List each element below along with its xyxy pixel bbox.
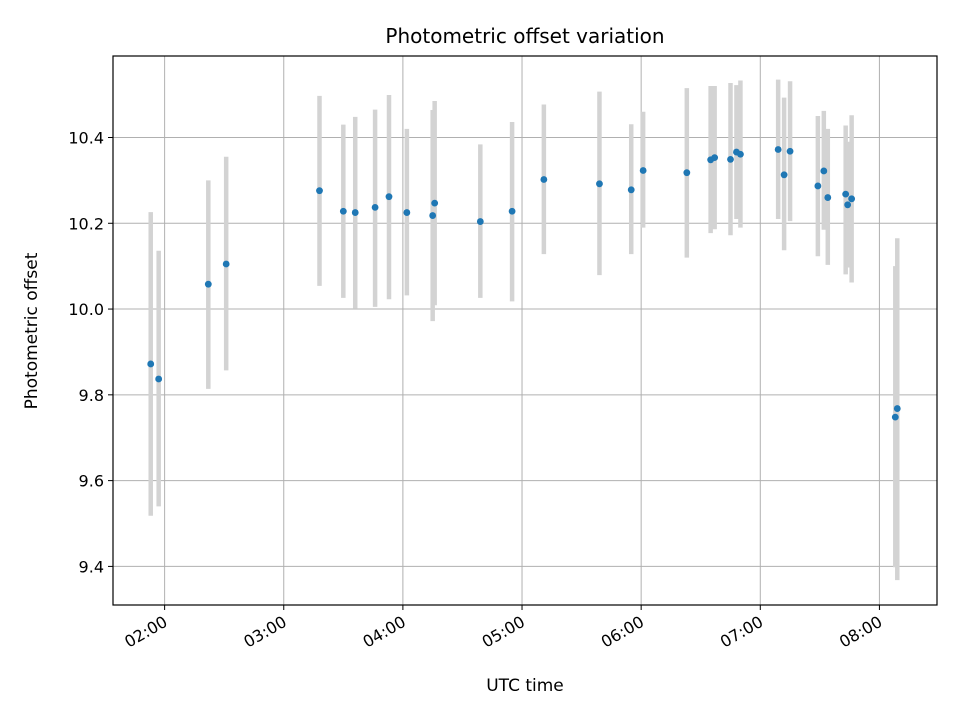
data-point <box>639 167 647 174</box>
y-axis-label: Photometric offset <box>22 252 42 409</box>
grid-lines <box>113 56 937 605</box>
data-point <box>683 169 691 177</box>
data-point <box>204 280 212 288</box>
chart-title: Photometric offset variation <box>385 24 664 48</box>
data-point <box>842 190 850 198</box>
data-point <box>429 212 437 219</box>
x-axis-label: UTC time <box>486 676 564 696</box>
data-point <box>371 204 379 211</box>
data-point <box>727 155 734 163</box>
data-point <box>786 147 794 155</box>
data-point <box>351 209 359 216</box>
data-point <box>540 176 548 183</box>
data-point <box>848 195 856 203</box>
data-point <box>476 218 484 225</box>
plot-frame <box>112 55 938 606</box>
data-point <box>820 167 828 175</box>
data-point <box>385 193 393 201</box>
data-point <box>737 150 744 158</box>
data-point <box>711 154 719 162</box>
data-point <box>431 199 439 207</box>
data-point <box>780 171 788 179</box>
data-point <box>627 186 635 194</box>
y-tick-label: 9.8 <box>79 386 104 405</box>
data-point <box>403 209 411 216</box>
y-tick-label: 10.0 <box>68 300 104 319</box>
data-point <box>891 413 899 421</box>
data-points <box>147 146 901 421</box>
y-tick-label: 9.6 <box>79 472 104 491</box>
y-tick-label: 9.4 <box>79 557 104 576</box>
data-point <box>316 187 323 195</box>
data-point <box>222 260 230 268</box>
data-point <box>814 182 822 190</box>
data-point <box>155 375 163 383</box>
data-point <box>824 194 832 201</box>
y-tick-label: 10.2 <box>68 214 104 233</box>
data-point <box>893 405 901 412</box>
data-point <box>508 207 516 215</box>
data-point <box>774 146 782 153</box>
data-point <box>147 360 155 368</box>
data-point <box>596 180 603 188</box>
data-point <box>339 207 347 215</box>
y-tick-label: 10.4 <box>68 128 104 147</box>
y-axis-ticks: 9.4 9.6 9.8 10.0 10.2 10.4 <box>68 128 113 576</box>
data-point <box>844 201 852 209</box>
